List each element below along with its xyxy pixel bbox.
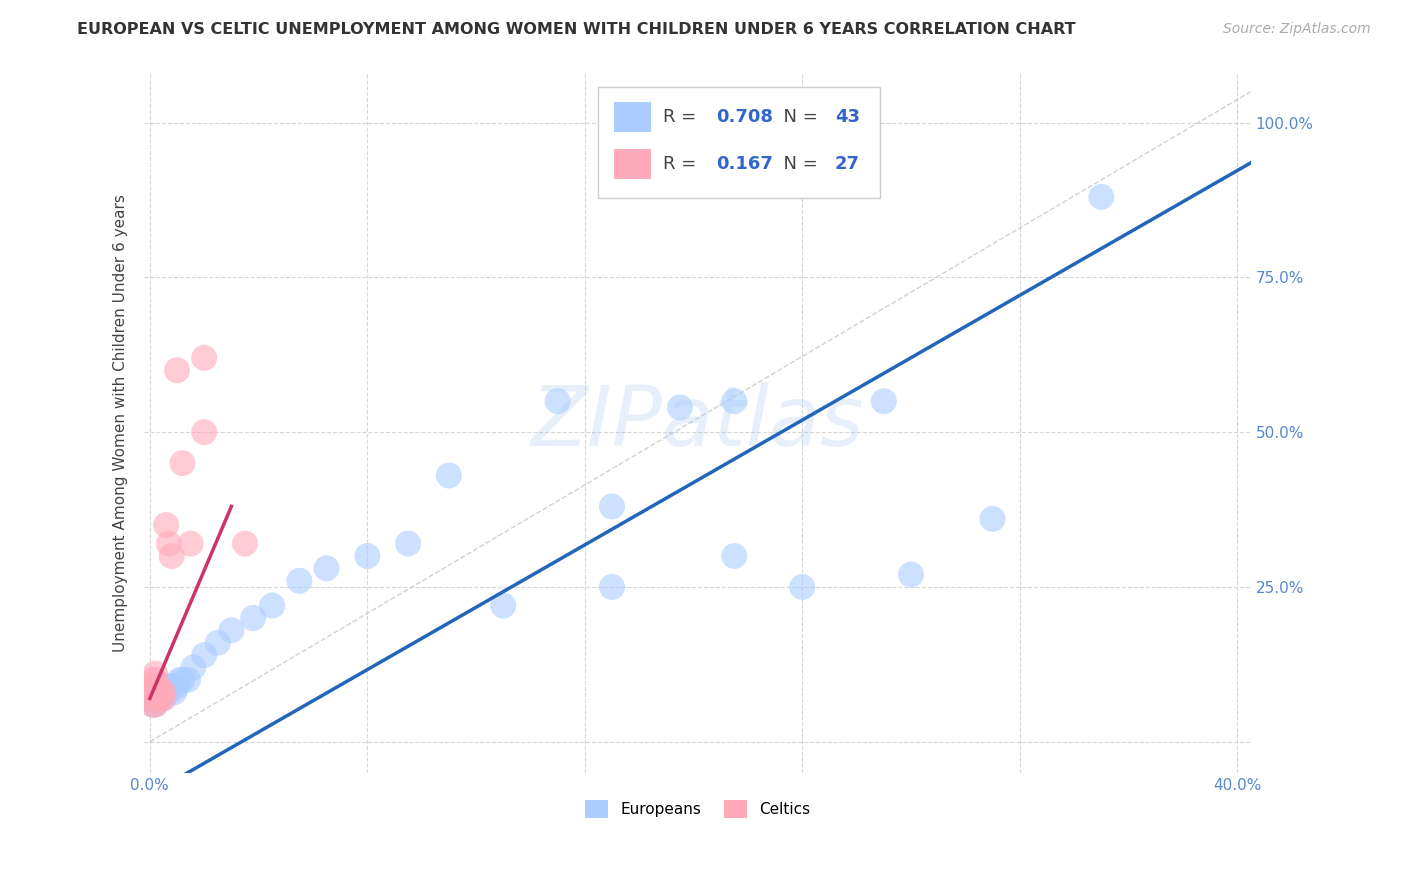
FancyBboxPatch shape bbox=[613, 149, 651, 178]
Point bbox=[157, 536, 180, 550]
Text: Source: ZipAtlas.com: Source: ZipAtlas.com bbox=[1223, 22, 1371, 37]
Point bbox=[143, 691, 166, 706]
Point bbox=[143, 685, 166, 699]
Point bbox=[288, 574, 311, 588]
Point bbox=[221, 624, 243, 638]
Point bbox=[155, 518, 177, 533]
Point bbox=[141, 685, 163, 699]
Text: N =: N = bbox=[772, 108, 824, 126]
Point bbox=[233, 536, 256, 550]
Legend: Europeans, Celtics: Europeans, Celtics bbox=[579, 794, 817, 824]
Point bbox=[143, 666, 166, 681]
Point bbox=[166, 363, 188, 377]
Point bbox=[166, 679, 188, 693]
Point bbox=[141, 685, 163, 699]
Point bbox=[143, 679, 166, 693]
Point bbox=[143, 698, 166, 712]
Point bbox=[143, 673, 166, 687]
Point bbox=[792, 580, 814, 594]
Text: 43: 43 bbox=[835, 108, 860, 126]
Y-axis label: Unemployment Among Women with Children Under 6 years: Unemployment Among Women with Children U… bbox=[114, 194, 128, 652]
Point bbox=[180, 536, 202, 550]
Point bbox=[873, 394, 896, 409]
Point bbox=[141, 698, 163, 712]
Point bbox=[146, 685, 169, 699]
Point bbox=[193, 648, 215, 662]
Text: R =: R = bbox=[664, 108, 703, 126]
Point bbox=[600, 500, 623, 514]
Point bbox=[146, 691, 169, 706]
Point bbox=[141, 691, 163, 706]
Text: N =: N = bbox=[772, 155, 824, 173]
FancyBboxPatch shape bbox=[613, 103, 651, 132]
Point bbox=[146, 679, 169, 693]
Point bbox=[149, 685, 172, 699]
Text: 27: 27 bbox=[835, 155, 860, 173]
Point bbox=[723, 394, 745, 409]
Point bbox=[143, 698, 166, 712]
Point bbox=[160, 679, 183, 693]
Point bbox=[146, 685, 169, 699]
Point bbox=[492, 599, 515, 613]
Text: 0.708: 0.708 bbox=[717, 108, 773, 126]
Point bbox=[149, 685, 172, 699]
Point bbox=[437, 468, 460, 483]
FancyBboxPatch shape bbox=[598, 87, 880, 197]
Point bbox=[356, 549, 378, 563]
Text: 0.167: 0.167 bbox=[717, 155, 773, 173]
Point bbox=[172, 673, 194, 687]
Point bbox=[157, 685, 180, 699]
Text: ZIPatlas: ZIPatlas bbox=[531, 383, 865, 463]
Point bbox=[152, 691, 174, 706]
Point bbox=[141, 673, 163, 687]
Point bbox=[163, 685, 186, 699]
Point bbox=[149, 691, 172, 706]
Point bbox=[600, 580, 623, 594]
Point bbox=[242, 611, 264, 625]
Point bbox=[146, 691, 169, 706]
Point bbox=[149, 691, 172, 706]
Point bbox=[152, 685, 174, 699]
Point bbox=[396, 536, 419, 550]
Point bbox=[193, 351, 215, 365]
Point bbox=[177, 673, 200, 687]
Point bbox=[262, 599, 284, 613]
Point bbox=[900, 567, 922, 582]
Point bbox=[669, 401, 692, 415]
Point bbox=[547, 394, 569, 409]
Point bbox=[169, 673, 191, 687]
Point bbox=[172, 456, 194, 470]
Text: R =: R = bbox=[664, 155, 703, 173]
Point bbox=[155, 685, 177, 699]
Point bbox=[193, 425, 215, 439]
Point bbox=[160, 549, 183, 563]
Point bbox=[315, 561, 337, 575]
Point bbox=[723, 549, 745, 563]
Point bbox=[141, 698, 163, 712]
Point bbox=[981, 512, 1004, 526]
Point bbox=[207, 636, 229, 650]
Point bbox=[152, 691, 174, 706]
Text: EUROPEAN VS CELTIC UNEMPLOYMENT AMONG WOMEN WITH CHILDREN UNDER 6 YEARS CORRELAT: EUROPEAN VS CELTIC UNEMPLOYMENT AMONG WO… bbox=[77, 22, 1076, 37]
Point bbox=[143, 685, 166, 699]
Point bbox=[181, 660, 204, 674]
Point bbox=[143, 691, 166, 706]
Point bbox=[141, 691, 163, 706]
Point bbox=[1090, 190, 1112, 204]
Point bbox=[152, 679, 174, 693]
Point bbox=[141, 679, 163, 693]
